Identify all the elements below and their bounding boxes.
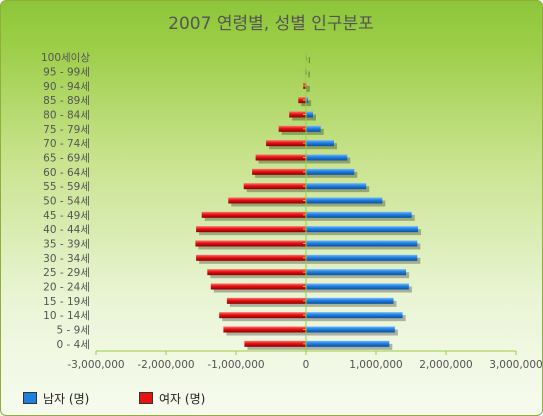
- bar-female-16: [289, 111, 306, 118]
- y-category-label: 10 - 14세: [43, 310, 90, 322]
- x-tick-label: -2,000,000: [137, 359, 194, 371]
- x-tick-label: 2,000,000: [419, 359, 472, 371]
- bar-male-1: [306, 326, 395, 333]
- bar-male-7: [306, 240, 418, 247]
- bar-female-7: [195, 240, 306, 247]
- bar-male-6: [306, 254, 418, 261]
- bar-male-14: [306, 140, 334, 147]
- x-tick-label: -3,000,000: [67, 359, 124, 371]
- bar-shadow-male: [309, 57, 310, 64]
- bar-female-2: [219, 312, 306, 319]
- bar-shadow-female: [308, 71, 310, 78]
- bar-shadow-male: [309, 100, 312, 107]
- bar-female-9: [201, 211, 306, 218]
- bar-male-4: [306, 283, 409, 290]
- chart-title: 2007 연령별, 성별 인구분포: [168, 14, 374, 34]
- bar-shadow-female: [306, 85, 309, 92]
- bar-male-12: [306, 168, 355, 175]
- bar-shadow-male: [309, 257, 421, 264]
- y-category-label: 60 - 64세: [43, 167, 90, 179]
- bar-female-6: [196, 254, 306, 261]
- bar-male-8: [306, 226, 418, 233]
- x-tick-label: 3,000,000: [489, 359, 542, 371]
- bar-female-10: [228, 197, 306, 204]
- bar-male-2: [306, 312, 403, 319]
- bar-male-17: [306, 97, 309, 104]
- y-category-label: 30 - 34세: [43, 253, 90, 265]
- bar-shadow-male: [309, 71, 310, 78]
- y-category-label: 80 - 84세: [43, 110, 90, 122]
- y-category-label: 45 - 49세: [43, 210, 90, 222]
- bar-male-11: [306, 183, 367, 190]
- bar-female-3: [226, 297, 306, 304]
- bar-female-1: [223, 326, 306, 333]
- bar-shadow-female: [199, 257, 309, 264]
- legend-label-male: 남자 (명): [43, 391, 90, 406]
- y-category-label: 50 - 54세: [43, 196, 90, 208]
- bar-female-5: [207, 269, 306, 276]
- y-category-label: 65 - 69세: [43, 153, 90, 165]
- y-category-label: 20 - 24세: [43, 282, 90, 294]
- legend-item-male: 남자 (명): [23, 390, 89, 406]
- bar-male-15: [306, 125, 321, 132]
- bar-female-0: [244, 340, 306, 347]
- legend-swatch-female: [139, 392, 153, 404]
- y-category-label: 15 - 19세: [43, 296, 90, 308]
- bar-female-17: [298, 97, 306, 104]
- bar-female-14: [266, 140, 306, 147]
- bar-male-16: [306, 111, 313, 118]
- y-category-label: 75 - 79세: [43, 124, 90, 136]
- bar-male-10: [306, 197, 383, 204]
- y-category-label: 55 - 59세: [43, 181, 90, 193]
- y-category-label: 35 - 39세: [43, 239, 90, 251]
- bar-male-5: [306, 269, 407, 276]
- bar-shadow-female: [308, 57, 310, 64]
- bar-male-3: [306, 297, 394, 304]
- legend-swatch-male: [23, 392, 37, 404]
- y-category-label: 25 - 29세: [43, 267, 90, 279]
- bar-female-15: [278, 125, 306, 132]
- y-category-label: 5 - 9세: [57, 325, 91, 337]
- bar-female-11: [243, 183, 306, 190]
- bar-male-13: [306, 154, 348, 161]
- x-tick-label: -1,000,000: [207, 359, 264, 371]
- bar-male-9: [306, 211, 412, 218]
- x-tick-label: 1,000,000: [349, 359, 402, 371]
- y-category-label: 85 - 89세: [43, 95, 90, 107]
- bar-female-4: [210, 283, 306, 290]
- legend-item-female: 여자 (명): [139, 390, 205, 406]
- x-tick-label: 0: [303, 359, 310, 371]
- bar-female-13: [255, 154, 306, 161]
- y-category-label: 95 - 99세: [43, 67, 90, 79]
- y-category-label: 90 - 94세: [43, 81, 90, 93]
- y-category-label: 40 - 44세: [43, 224, 90, 236]
- bar-shadow-male: [309, 85, 310, 92]
- bar-female-8: [196, 226, 306, 233]
- y-category-label: 70 - 74세: [43, 138, 90, 150]
- legend-label-female: 여자 (명): [159, 391, 206, 406]
- y-category-label: 0 - 4세: [57, 339, 91, 351]
- bar-male-0: [306, 340, 390, 347]
- y-category-label: 100세이상: [41, 52, 90, 64]
- bar-female-12: [252, 168, 306, 175]
